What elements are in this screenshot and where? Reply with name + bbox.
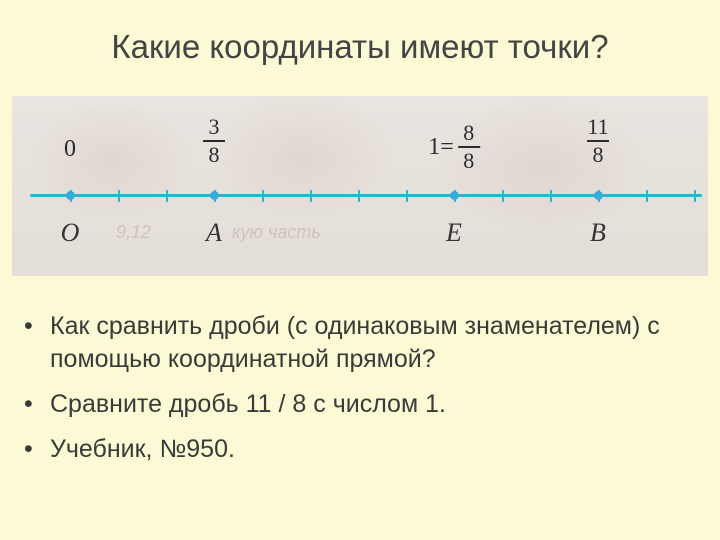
point-label-O: O	[61, 218, 80, 248]
value-label-O: 0	[64, 136, 76, 163]
value-label-A: 38	[203, 116, 225, 166]
list-item: Как сравнить дроби (с одинаковым знамена…	[50, 310, 670, 376]
number-line-figure: 9,12 кую часть O 0 A 38 E 1=88 B 118	[12, 96, 708, 276]
tick-mark	[118, 190, 120, 202]
number-line	[30, 194, 702, 197]
tick-mark	[406, 190, 408, 202]
question-list: Как сравнить дроби (с одинаковым знамена…	[50, 310, 670, 478]
point-label-B: B	[590, 218, 606, 248]
value-label-B: 118	[587, 116, 609, 166]
tick-mark	[502, 190, 504, 202]
ghost-text: кую часть	[232, 222, 321, 243]
bg-smudge	[32, 106, 192, 216]
bg-smudge	[212, 96, 392, 216]
point-O	[66, 191, 75, 200]
list-item: Учебник, №950.	[50, 433, 670, 466]
point-E	[450, 191, 459, 200]
point-label-E: E	[446, 218, 462, 248]
point-label-A: A	[206, 218, 222, 248]
page-title: Какие координаты имеют точки?	[0, 0, 720, 66]
tick-mark	[358, 190, 360, 202]
tick-mark	[550, 190, 552, 202]
tick-mark	[694, 190, 696, 202]
tick-mark	[262, 190, 264, 202]
tick-mark	[310, 190, 312, 202]
value-label-E: 1=88	[428, 122, 480, 172]
point-B	[594, 191, 603, 200]
list-item: Сравните дробь 11 / 8 с числом 1.	[50, 388, 670, 421]
tick-mark	[646, 190, 648, 202]
point-A	[210, 191, 219, 200]
ghost-text: 9,12	[116, 222, 151, 243]
tick-mark	[166, 190, 168, 202]
